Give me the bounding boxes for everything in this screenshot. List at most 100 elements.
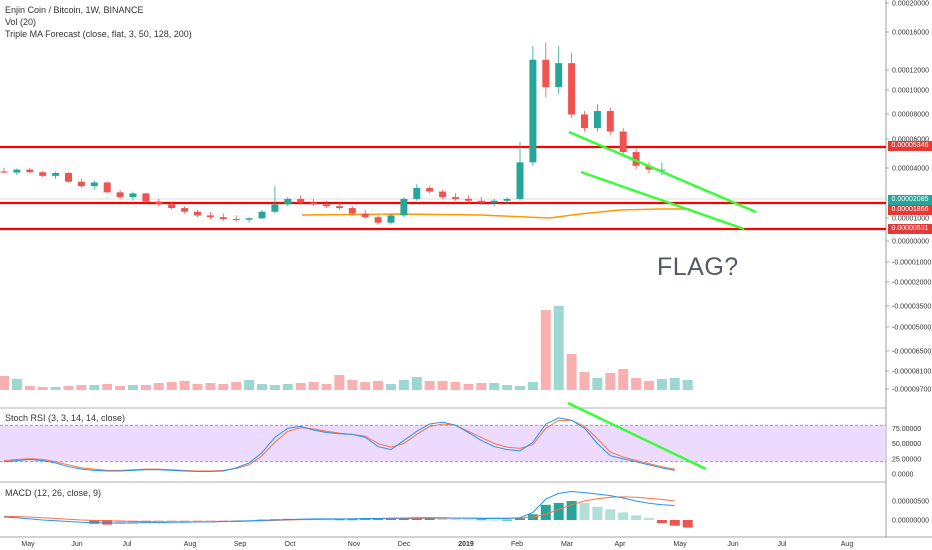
price-tick-label: 0.00000000	[892, 239, 929, 246]
macd-histogram-bar	[476, 519, 487, 521]
macd-histogram-bar	[205, 520, 216, 522]
time-axis-label: May	[673, 541, 687, 548]
price-tag-mid-support: 0.00001866	[888, 205, 932, 215]
flag-annotation: FLAG?	[657, 253, 739, 281]
volume-bar	[411, 377, 422, 390]
macd-histogram-bar	[540, 504, 551, 520]
volume-bar	[450, 382, 461, 390]
volume-bar	[618, 369, 629, 390]
volume-bar	[11, 379, 22, 390]
volume-bar	[386, 384, 396, 390]
macd-histogram-bar	[502, 519, 513, 521]
time-axis-label: Aug	[184, 541, 197, 548]
stoch-tick-label: 50.00000	[892, 441, 921, 448]
candle-body	[323, 204, 330, 207]
volume-bar	[166, 382, 177, 390]
candle-body	[374, 217, 382, 223]
macd-histogram-bar	[644, 518, 654, 520]
macd-histogram-bar	[631, 515, 642, 520]
volume-bar	[631, 378, 642, 390]
macd-histogram-bar	[463, 519, 474, 521]
candle-body	[284, 198, 292, 205]
price-tick-label: 0.00004000	[892, 166, 929, 173]
volume-bar	[24, 386, 35, 390]
volume-bar	[515, 386, 525, 390]
time-axis-label: Sep	[234, 541, 247, 548]
macd-histogram-bar	[682, 520, 693, 528]
macd-histogram-bar	[179, 520, 190, 522]
volume-legend: Vol (20)	[5, 17, 37, 27]
volume-bar	[269, 385, 280, 390]
candle-body	[658, 169, 666, 171]
macd-histogram-bar	[398, 518, 409, 520]
candle-body	[52, 172, 60, 176]
macd-histogram-bar	[566, 501, 577, 520]
candle-body	[464, 198, 472, 201]
candle-body	[103, 182, 111, 193]
candle-body	[142, 193, 150, 202]
volume-bar	[295, 383, 306, 390]
candle-body	[361, 213, 369, 218]
volume-bar	[308, 382, 319, 390]
macd-line	[3, 490, 675, 524]
time-axis-label: Apr	[615, 541, 627, 548]
volume-bar	[424, 381, 435, 390]
macd-histogram-bar	[386, 518, 396, 520]
price-tick-label: 0.00001000	[892, 216, 929, 223]
price-tick-label: 0.00010000	[892, 88, 929, 95]
candle-body	[568, 63, 576, 115]
candle-body	[581, 114, 588, 129]
price-tick-label: -0.00003500	[892, 304, 931, 311]
time-axis-label: Dec	[398, 541, 411, 548]
price-tick-label: -0.00009700	[892, 387, 931, 394]
candle-body	[219, 217, 227, 220]
macd-histogram-bar	[618, 512, 629, 520]
time-axis-label: Aug	[841, 541, 854, 548]
macd-histogram-bar	[437, 518, 448, 520]
candle-body	[439, 191, 447, 198]
candle-body	[503, 198, 511, 201]
volume-bar	[50, 387, 61, 390]
stoch-tick-label: 0.0000	[892, 472, 914, 479]
time-axis-label: Jul	[123, 541, 132, 548]
volume-bar	[334, 375, 345, 390]
candle-body	[65, 172, 72, 182]
volume-bar	[476, 383, 487, 390]
volume-bar	[489, 383, 500, 390]
symbol-title: Enjin Coin / Bitcoin, 1W, BINANCE	[5, 5, 144, 15]
time-axis-label: 2019	[458, 541, 474, 548]
volume-bar	[192, 384, 203, 390]
price-tick-label: 0.00020000	[892, 1, 929, 8]
macd-tick-label: 0.00000000	[892, 518, 929, 525]
stoch-legend: Stoch RSI (3, 3, 14, 14, close)	[5, 413, 126, 423]
macd-legend: MACD (12, 26, close, 9)	[5, 488, 102, 498]
candle-body	[116, 192, 124, 198]
flag-upper-line	[568, 130, 757, 214]
candle-body	[168, 204, 176, 209]
candle-body	[194, 211, 201, 216]
macd-histogram-bar	[450, 518, 461, 520]
candle-body	[13, 169, 21, 173]
candle-body	[155, 201, 163, 205]
candle-body	[452, 197, 459, 199]
volume-bar	[553, 306, 564, 390]
macd-histogram-bar	[656, 520, 667, 524]
volume-bar	[566, 354, 577, 390]
ma-legend: Triple MA Forecast (close, flat, 3, 50, …	[5, 29, 192, 39]
candle-body	[426, 187, 434, 192]
volume-bar	[89, 385, 100, 390]
macd-histogram-bar	[347, 519, 358, 521]
price-tag-resistance: 0.00005346	[888, 141, 932, 151]
time-axis-label: Feb	[511, 541, 523, 548]
macd-histogram-bar	[102, 520, 113, 525]
flag-lower-line	[580, 170, 745, 231]
macd-histogram-bar	[166, 520, 177, 523]
stoch-tick-label: 25.00000	[892, 456, 921, 463]
time-axis-label: Jul	[778, 541, 787, 548]
macd-histogram-bar	[192, 520, 203, 522]
macd-histogram-bar	[218, 520, 229, 521]
time-axis-label: May	[21, 541, 35, 548]
macd-histogram-bar	[411, 518, 422, 520]
candle-body	[77, 181, 85, 187]
